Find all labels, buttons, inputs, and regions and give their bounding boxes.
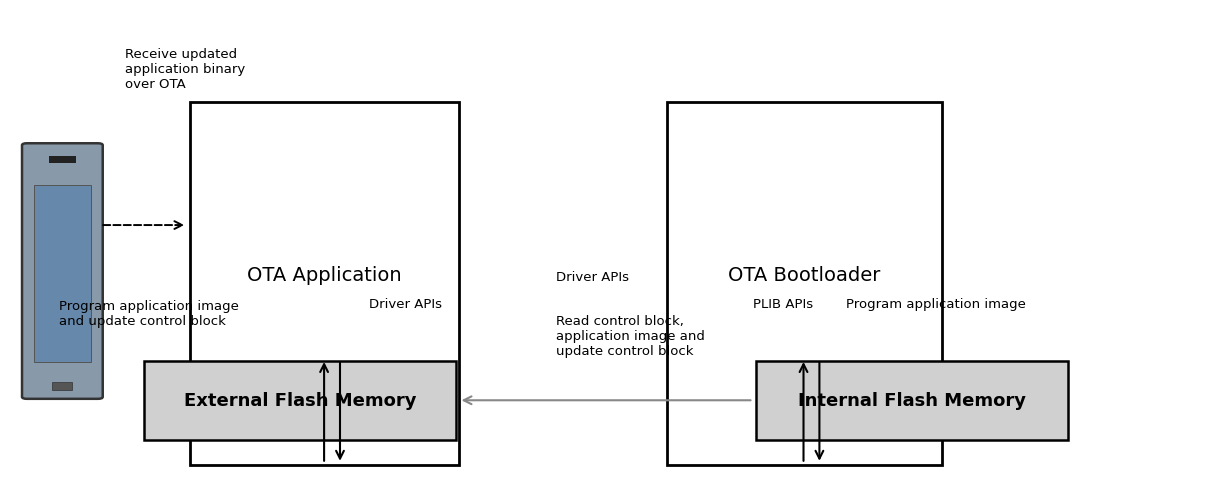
Bar: [34, 185, 91, 362]
Bar: [190, 102, 459, 465]
Text: Driver APIs: Driver APIs: [369, 298, 443, 311]
Text: OTA Bootloader: OTA Bootloader: [728, 266, 881, 286]
Text: Internal Flash Memory: Internal Flash Memory: [797, 392, 1026, 409]
Text: OTA Application: OTA Application: [247, 266, 401, 286]
Bar: [144, 361, 456, 440]
Bar: [756, 361, 1068, 440]
Text: Driver APIs: Driver APIs: [556, 271, 630, 284]
Text: Receive updated
application binary
over OTA: Receive updated application binary over …: [125, 48, 245, 91]
Text: External Flash Memory: External Flash Memory: [183, 392, 417, 409]
Bar: [53, 382, 72, 390]
Text: PLIB APIs: PLIB APIs: [753, 298, 813, 311]
Bar: [667, 102, 942, 465]
Text: Program application image
and update control block: Program application image and update con…: [59, 300, 238, 328]
Text: Program application image: Program application image: [846, 298, 1026, 311]
FancyBboxPatch shape: [22, 143, 103, 399]
Bar: [49, 156, 76, 163]
Text: Read control block,
application image and
update control block: Read control block, application image an…: [556, 315, 706, 358]
